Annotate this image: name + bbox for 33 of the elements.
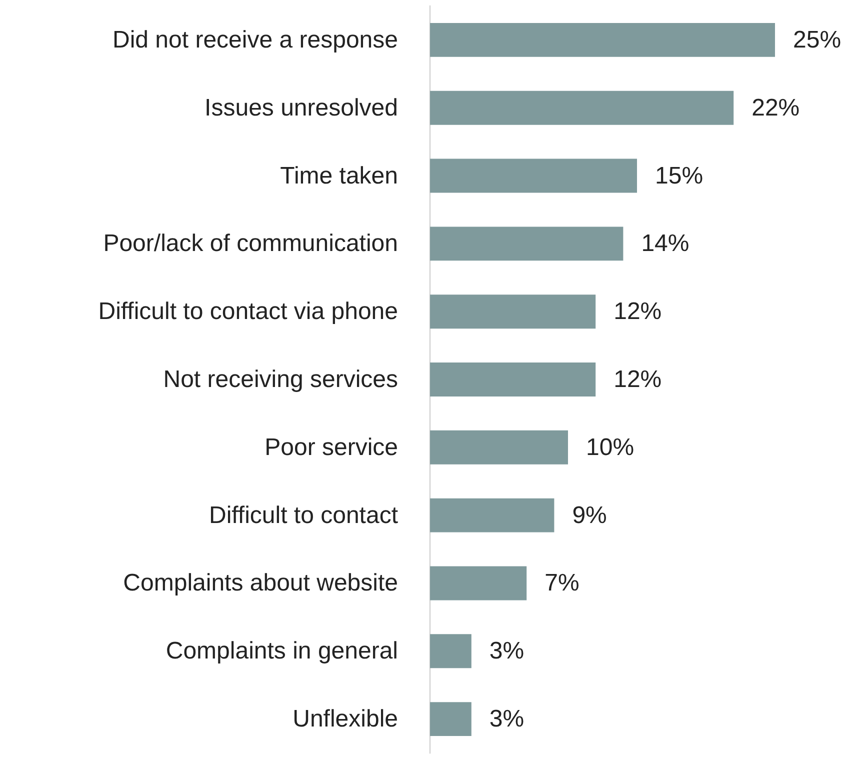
data-label: 9% [572,502,607,529]
y-tick-label: Complaints in general [166,638,398,665]
y-tick-label: Issues unresolved [204,94,398,122]
bar [430,702,472,736]
data-label: 3% [489,706,524,733]
y-tick-label: Unflexible [292,706,398,733]
bar [430,22,775,57]
bar [430,226,624,261]
y-tick-label: Difficult to contact [209,502,398,529]
bar [430,566,527,600]
bar [430,498,554,532]
data-label: 14% [641,230,690,258]
y-tick-label: Did not receive a response [112,26,398,54]
data-label: 15% [655,162,704,190]
y-tick-label: Complaints about website [123,570,398,597]
bar [430,158,637,193]
data-label: 10% [586,434,634,461]
y-tick-label: Not receiving services [163,366,398,393]
data-label: 3% [489,638,524,665]
data-label: 12% [614,298,662,326]
bar [430,90,734,125]
y-tick-label: Poor/lack of communication [103,230,398,258]
y-tick-label: Time taken [280,162,398,190]
y-tick-label: Difficult to contact via phone [98,298,398,326]
data-label: 7% [544,570,580,597]
data-label: 22% [752,94,800,122]
y-tick-label: Poor service [264,434,398,461]
bar [430,362,596,396]
bar [430,430,568,464]
data-label: 12% [614,366,662,393]
bar [430,294,596,329]
bar [430,634,472,668]
data-label: 25% [793,26,842,54]
